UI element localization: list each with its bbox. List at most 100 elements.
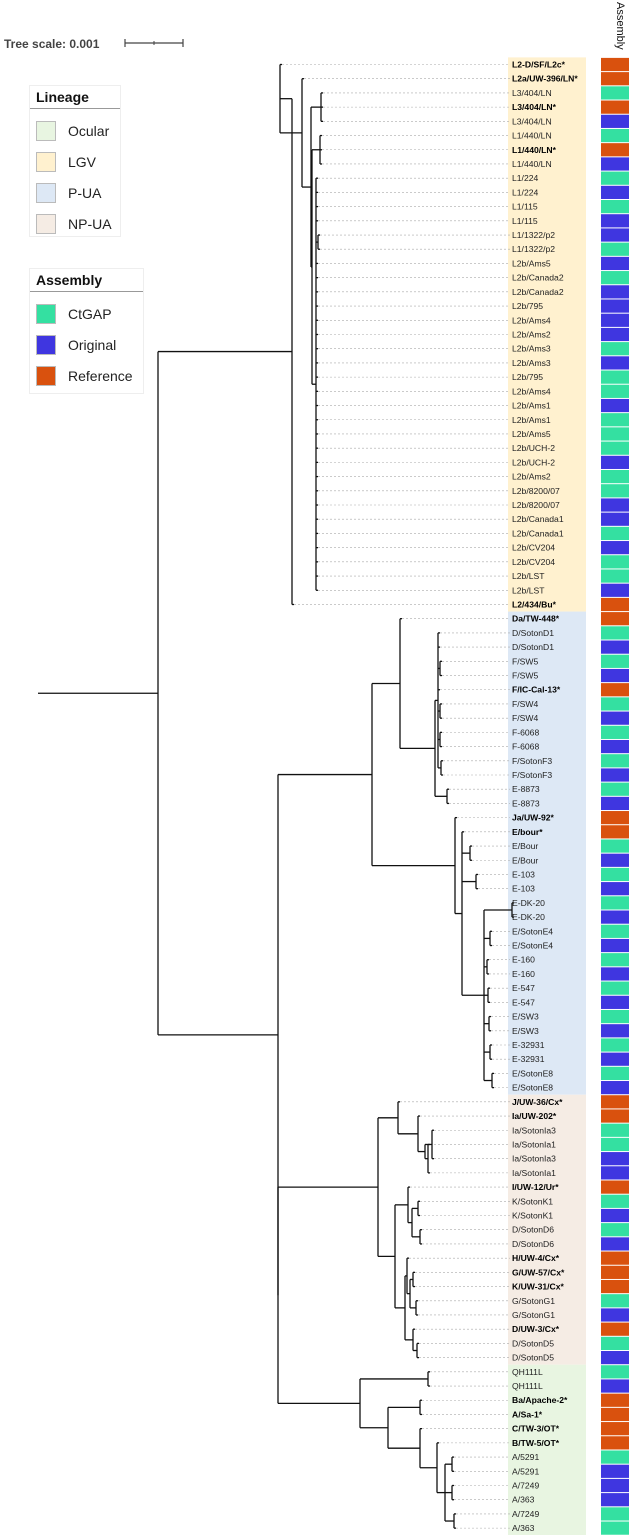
assembly-cell <box>601 626 629 640</box>
leaf-label: A/5291 <box>512 1466 539 1476</box>
leaf-label: L2b/Ams5 <box>512 429 551 439</box>
leaf-label: L2-D/SF/L2c* <box>512 60 566 70</box>
dashed-guides <box>282 64 514 1529</box>
assembly-cell <box>601 1109 629 1123</box>
leaf-label: E-547 <box>512 997 535 1007</box>
lineage-legend-title: Lineage <box>30 86 120 109</box>
assembly-cell <box>601 441 629 455</box>
tree-scale-title: Tree scale: 0.001 <box>4 37 100 51</box>
assembly-legend-title: Assembly <box>30 269 143 292</box>
assembly-cell <box>601 981 629 995</box>
assembly-cell <box>601 128 629 143</box>
assembly-cell <box>601 1464 629 1478</box>
assembly-cell <box>601 967 629 981</box>
leaf-label: L2b/UCH-2 <box>512 443 555 453</box>
assembly-cell <box>601 1365 629 1379</box>
leaf-label: G/UW-57/Cx* <box>512 1267 565 1277</box>
assembly-cell <box>601 725 629 739</box>
leaf-label: F/SW4 <box>512 713 538 723</box>
leaf-label: L2/434/Bu* <box>512 599 557 609</box>
leaf-label: E/Bour <box>512 855 538 865</box>
assembly-cell <box>601 512 629 526</box>
assembly-cell <box>601 1166 629 1180</box>
assembly-strip <box>601 57 629 1535</box>
assembly-cell <box>601 697 629 711</box>
assembly-cell <box>601 924 629 938</box>
lineage-band-pua <box>508 611 586 1095</box>
assembly-cell <box>601 469 629 484</box>
assembly-legend-item: Reference <box>30 360 143 391</box>
assembly-cell <box>601 711 629 725</box>
assembly-cell <box>601 228 629 242</box>
assembly-cell <box>601 1251 629 1265</box>
leaf-label: L2b/Canada1 <box>512 528 564 538</box>
leaf-label: L2b/Canada2 <box>512 287 564 297</box>
lineage-swatch <box>36 151 56 172</box>
leaf-label: E/Bour <box>512 841 538 851</box>
leaf-label: E/bour* <box>512 827 543 837</box>
assembly-cell <box>601 185 629 199</box>
assembly-legend-item: CtGAP <box>30 298 143 329</box>
assembly-cell <box>601 1038 629 1052</box>
leaf-label: F-6068 <box>512 742 539 752</box>
assembly-cell <box>601 242 629 256</box>
leaf-label: A/7249 <box>512 1481 539 1491</box>
leaf-label: L2b/Ams3 <box>512 344 551 354</box>
leaf-label: C/TW-3/OT* <box>512 1424 560 1434</box>
assembly-cell <box>601 612 629 626</box>
assembly-cell <box>601 1279 629 1294</box>
assembly-legend: Assembly CtGAP Original Reference <box>29 268 144 394</box>
leaf-label: G/SotonG1 <box>512 1310 555 1320</box>
leaf-label: F/IC-Cal-13* <box>512 685 561 695</box>
leaf-label: L2b/CV204 <box>512 557 555 567</box>
assembly-cell <box>601 1009 629 1024</box>
assembly-cell <box>601 1137 629 1152</box>
leaf-label: L1/1322/p2 <box>512 244 555 254</box>
leaf-label: E/SotonE4 <box>512 941 553 951</box>
assembly-cell <box>601 853 629 867</box>
leaf-label: Ia/SotonIa1 <box>512 1139 556 1149</box>
leaf-label: L2b/Ams3 <box>512 358 551 368</box>
leaf-label: E-32931 <box>512 1040 545 1050</box>
assembly-legend-item: Original <box>30 329 143 360</box>
assembly-cell <box>601 114 629 128</box>
assembly-swatch <box>36 303 56 324</box>
leaf-label: QH111L <box>512 1381 543 1391</box>
leaf-label: E-8873 <box>512 784 540 794</box>
lineage-legend-label: P-UA <box>68 184 102 201</box>
leaf-label: L2b/Ams2 <box>512 329 551 339</box>
assembly-cell <box>601 768 629 782</box>
lineage-legend-label: NP-UA <box>68 215 112 232</box>
leaf-label: Ba/Apache-2* <box>512 1395 568 1405</box>
assembly-cell <box>601 839 629 853</box>
leaf-label: L2b/Ams1 <box>512 401 551 411</box>
assembly-cell <box>601 583 629 597</box>
leaf-label: E/SW3 <box>512 1026 539 1036</box>
lineage-swatch <box>36 182 56 203</box>
lineage-legend-item: P-UA <box>30 177 120 208</box>
leaf-label: E-103 <box>512 884 535 894</box>
leaf-label: L2b/UCH-2 <box>512 457 555 467</box>
assembly-cell <box>601 1308 629 1322</box>
leaf-label: L2b/8200/07 <box>512 486 560 496</box>
leaf-label: J/UW-36/Cx* <box>512 1097 563 1107</box>
assembly-cell <box>601 683 629 697</box>
assembly-cell <box>601 811 629 825</box>
assembly-cell <box>601 100 629 114</box>
leaf-label: E-160 <box>512 955 535 965</box>
leaf-label: L2b/CV204 <box>512 543 555 553</box>
leaf-label: A/Sa-1* <box>512 1409 543 1419</box>
leaf-label: K/UW-31/Cx* <box>512 1282 565 1292</box>
assembly-cell <box>601 1265 629 1279</box>
leaf-label: L2b/Ams4 <box>512 386 551 396</box>
assembly-cell <box>601 356 629 370</box>
assembly-cell <box>601 299 629 313</box>
leaf-label: Ia/UW-202* <box>512 1111 557 1121</box>
assembly-cell <box>601 1237 629 1251</box>
assembly-cell <box>601 796 629 811</box>
leaf-label: L2b/LST <box>512 571 545 581</box>
leaf-label: E-547 <box>512 983 535 993</box>
assembly-cell <box>601 370 629 384</box>
leaf-label: Ja/UW-92* <box>512 813 555 823</box>
